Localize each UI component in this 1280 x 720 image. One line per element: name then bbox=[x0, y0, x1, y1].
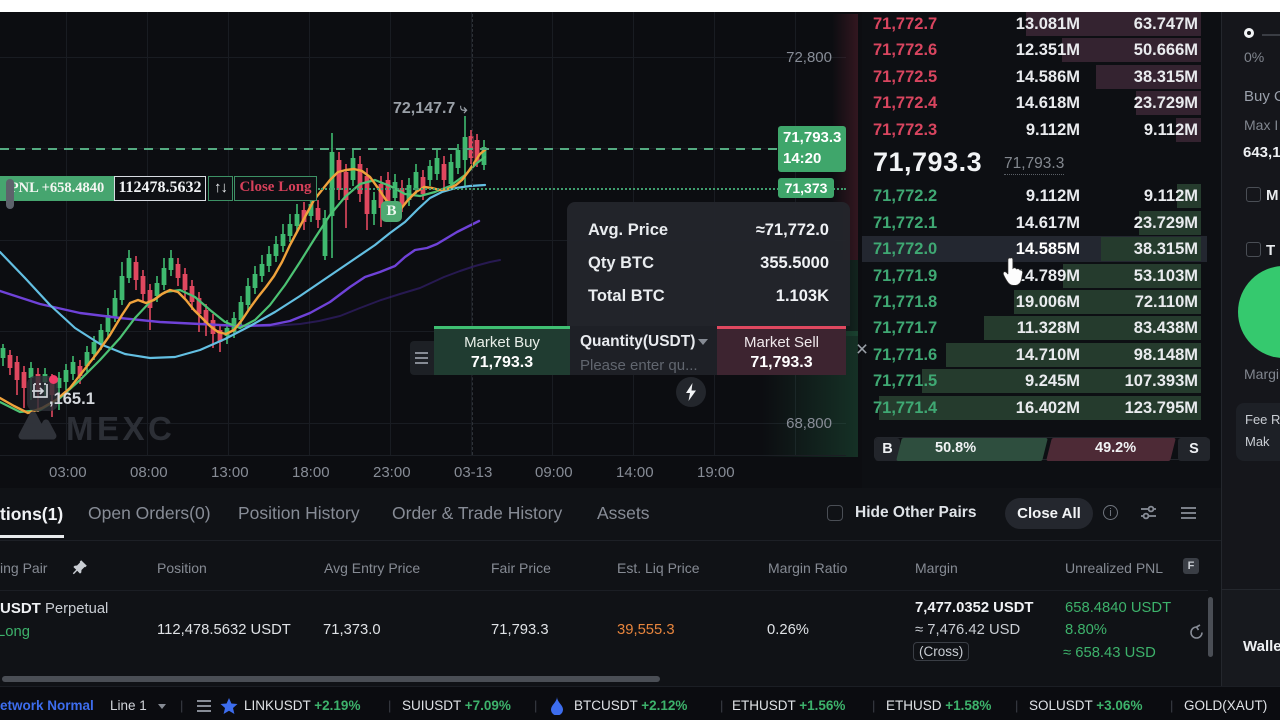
svg-text:MEXC: MEXC bbox=[66, 410, 175, 447]
